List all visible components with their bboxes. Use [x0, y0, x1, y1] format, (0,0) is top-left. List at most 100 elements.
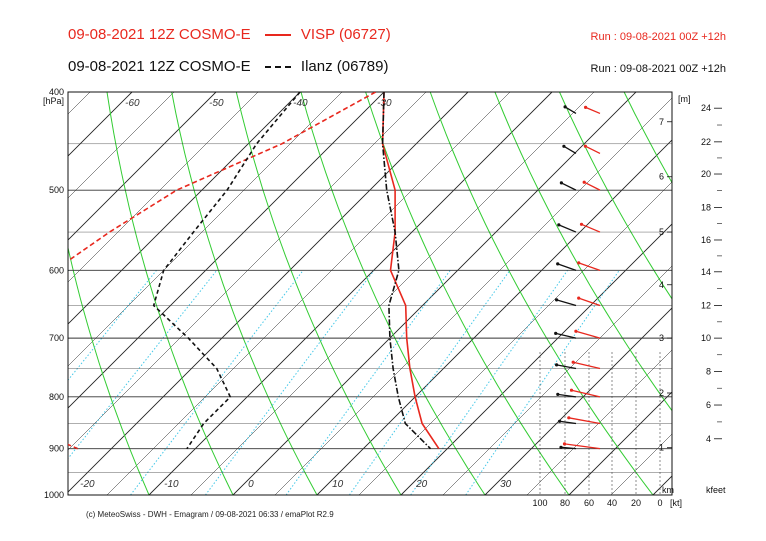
- isotherm-line: [610, 433, 672, 495]
- wind-barb-head: [556, 392, 560, 396]
- wind-barb: [561, 182, 577, 191]
- isotherm-line: [316, 139, 672, 495]
- wind-barb: [578, 297, 601, 307]
- isotherm-label: 10: [332, 479, 344, 490]
- wind-barb-head: [558, 419, 562, 423]
- mixing-ratio-line: [68, 269, 218, 460]
- wind-speed-unit: [kt]: [670, 498, 682, 508]
- wind-barb: [568, 417, 601, 425]
- isotherm-line: [68, 92, 259, 283]
- background-lines: [68, 92, 766, 495]
- dry-adiabat-line: [623, 92, 672, 184]
- isotherm-label: 20: [415, 479, 428, 490]
- wind-barb: [564, 106, 577, 115]
- wind-speed-tick-label: 20: [631, 498, 641, 508]
- km-tick-label: 6: [659, 172, 664, 182]
- kfeet-tick-label: 8: [706, 366, 711, 376]
- title-visp-station: VISP (06727): [300, 26, 391, 43]
- wind-barb: [575, 330, 601, 339]
- wind-barb-head: [559, 181, 564, 185]
- wind-barb: [557, 263, 577, 271]
- run-visp: Run : 09-08-2021 00Z +12h: [590, 31, 726, 43]
- wind-barb: [585, 145, 601, 155]
- wind-barb-head: [562, 442, 567, 446]
- wind-barb: [581, 223, 601, 233]
- isotherm-line: [526, 349, 672, 495]
- isotherm-line: [68, 92, 469, 493]
- km-tick-label: 1: [659, 443, 664, 453]
- kfeet-tick-label: 6: [706, 400, 711, 410]
- wind-barb-head: [584, 105, 588, 109]
- title-ilanz-station: Ilanz (06789): [300, 58, 389, 75]
- pressure-tick-label: 800: [49, 392, 64, 402]
- wind-speed-tick-label: 0: [657, 498, 662, 508]
- profiles: [68, 92, 440, 450]
- pressure-tick-label: 1000: [44, 490, 64, 500]
- isotherm-line: [148, 92, 553, 495]
- kfeet-tick-label: 20: [701, 169, 711, 179]
- wind-barb: [556, 364, 577, 370]
- dry-adiabat-line: [429, 92, 654, 495]
- wind-barb-head: [555, 298, 559, 302]
- kfeet-label: kfeet: [706, 485, 726, 495]
- isotherm-line: [568, 391, 672, 495]
- isotherm-line: [68, 92, 91, 115]
- wind-barb-head: [579, 222, 584, 226]
- isotherm-label: -60: [125, 98, 140, 109]
- wind-speed-tick-label: 100: [532, 498, 547, 508]
- kfeet-tick-label: 16: [701, 235, 711, 245]
- isotherm-line: [68, 92, 301, 325]
- km-tick-label: 7: [659, 117, 664, 127]
- wind-barb: [571, 389, 601, 398]
- isotherm-line: [68, 92, 217, 241]
- km-tick-label: 4: [659, 280, 664, 290]
- isotherm-line: [737, 92, 766, 495]
- wind-barb-head: [574, 329, 578, 333]
- dewpoint-profile-ilanz: [152, 92, 301, 450]
- isotherm-line: [484, 307, 672, 495]
- dry-adiabat-line: [559, 92, 672, 300]
- title-ilanz-date-model: 09-08-2021 12Z COSMO-E: [68, 58, 251, 75]
- kfeet-tick-label: 12: [701, 301, 711, 311]
- dry-adiabat-line: [300, 92, 486, 495]
- mixing-ratio-line: [68, 269, 70, 272]
- run-ilanz: Run : 09-08-2021 00Z +12h: [590, 63, 726, 75]
- wind-barb: [558, 224, 577, 233]
- title-ilanz: 09-08-2021 12Z COSMO-E Ilanz (06789): [68, 58, 388, 75]
- isotherm-line: [106, 92, 511, 495]
- wind-barb: [556, 299, 577, 307]
- isotherm-line: [68, 92, 175, 199]
- wind-barb: [578, 262, 601, 271]
- wind-barb-head: [577, 296, 581, 300]
- wind-barb-head: [559, 445, 563, 449]
- pressure-tick-label: 500: [49, 185, 64, 195]
- wind-speed-tick-label: 80: [560, 498, 570, 508]
- isotherm-label: -40: [293, 98, 308, 109]
- wind-barb-head: [571, 360, 575, 364]
- wind-barb: [559, 420, 577, 425]
- kfeet-tick-label: 10: [701, 333, 711, 343]
- dry-adiabat-line: [494, 92, 672, 412]
- title-visp: 09-08-2021 12Z COSMO-E VISP (06727): [68, 26, 391, 43]
- wind-barb-head: [555, 363, 559, 367]
- dry-adiabat-line: [753, 92, 766, 495]
- isotherm-label: 0: [248, 479, 254, 490]
- dry-adiabat-line: [689, 92, 766, 495]
- wind-barb: [564, 443, 601, 450]
- isotherm-line: [274, 97, 672, 495]
- kfeet-tick-label: 24: [701, 103, 711, 113]
- wind-barb-head: [577, 261, 581, 265]
- wind-speed-tick-label: 60: [584, 498, 594, 508]
- wind-barb: [563, 145, 577, 155]
- isotherm-label: -30: [377, 98, 392, 109]
- isotherm-line: [442, 265, 672, 495]
- wind-barb-head: [562, 144, 566, 148]
- pressure-axis-unit: [hPa]: [43, 96, 64, 106]
- wind-barb: [557, 393, 577, 398]
- wind-barb-head: [554, 331, 558, 335]
- pressure-tick-label: 400: [49, 87, 64, 97]
- plot-frame: [67, 91, 673, 496]
- km-tick-label: 2: [659, 388, 664, 398]
- isotherm-line: [68, 92, 427, 451]
- isotherm-label: 30: [500, 479, 512, 490]
